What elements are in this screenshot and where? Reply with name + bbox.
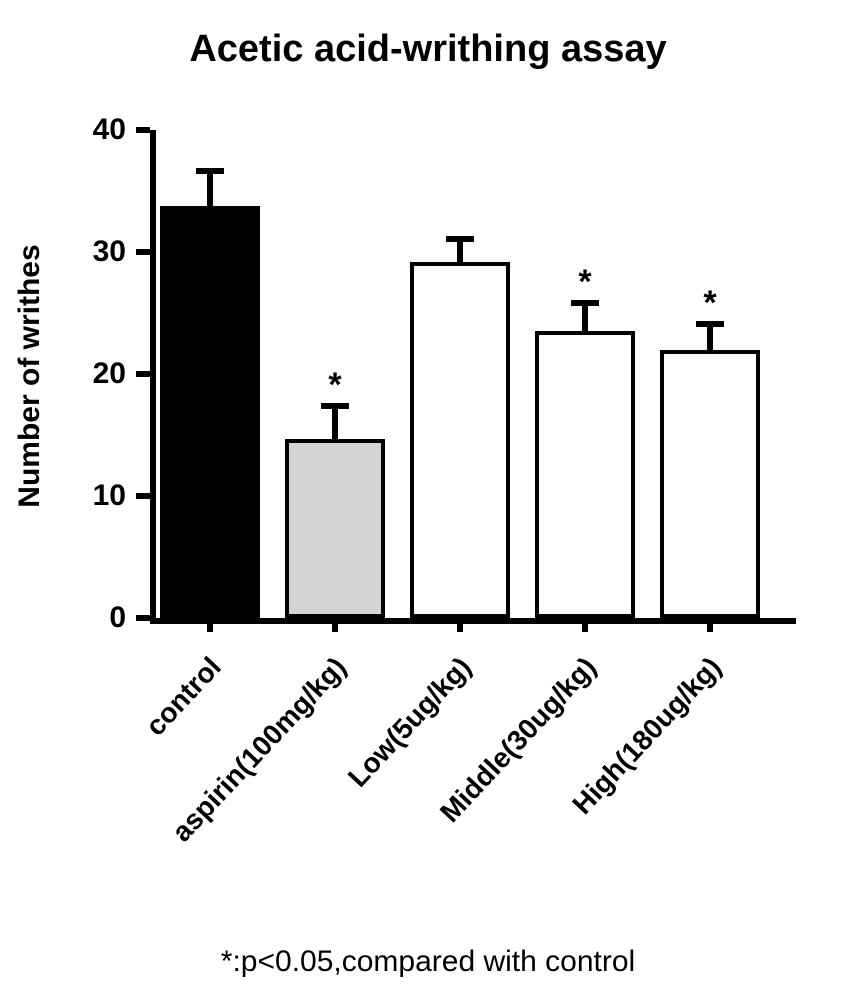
x-tick <box>707 618 713 632</box>
y-axis-label: Number of writhes <box>13 226 47 526</box>
error-bar <box>457 239 463 262</box>
x-tick <box>207 618 213 632</box>
y-tick-label: 10 <box>66 479 126 513</box>
bar <box>660 350 760 618</box>
x-tick-label: Middle(30ug/kg) <box>375 651 603 892</box>
y-tick <box>136 493 150 499</box>
x-tick-label: Low(5ug/kg) <box>250 651 478 892</box>
x-tick <box>332 618 338 632</box>
bar <box>410 262 510 618</box>
error-bar <box>332 406 338 439</box>
error-cap <box>446 236 474 242</box>
x-tick <box>582 618 588 632</box>
x-tick-label: High(180ug/kg) <box>500 651 728 892</box>
y-tick-label: 20 <box>66 357 126 391</box>
y-tick <box>136 249 150 255</box>
significance-marker: * <box>565 263 605 302</box>
y-tick <box>136 371 150 377</box>
y-tick <box>136 615 150 621</box>
chart-title: Acetic acid-writhing assay <box>0 28 856 71</box>
bar <box>160 206 260 618</box>
bar <box>285 439 385 618</box>
x-tick-label: aspirin(100mg/kg) <box>125 651 353 892</box>
chart-page: { "chart": { "type": "bar", "title": "Ac… <box>0 0 856 1000</box>
x-tick-label: control <box>0 651 228 892</box>
error-bar <box>207 171 213 205</box>
significance-marker: * <box>315 366 355 405</box>
y-tick-label: 40 <box>66 113 126 147</box>
y-tick <box>136 127 150 133</box>
chart-area: 010203040control*aspirin(100mg/kg)Low(5u… <box>150 130 790 618</box>
error-bar <box>582 303 588 331</box>
y-tick-label: 30 <box>66 235 126 269</box>
y-tick-label: 0 <box>66 601 126 635</box>
bar <box>535 331 635 618</box>
significance-marker: * <box>690 284 730 323</box>
error-bar <box>707 324 713 350</box>
chart-footnote: *:p<0.05,compared with control <box>0 945 856 979</box>
error-cap <box>196 168 224 174</box>
x-tick <box>457 618 463 632</box>
